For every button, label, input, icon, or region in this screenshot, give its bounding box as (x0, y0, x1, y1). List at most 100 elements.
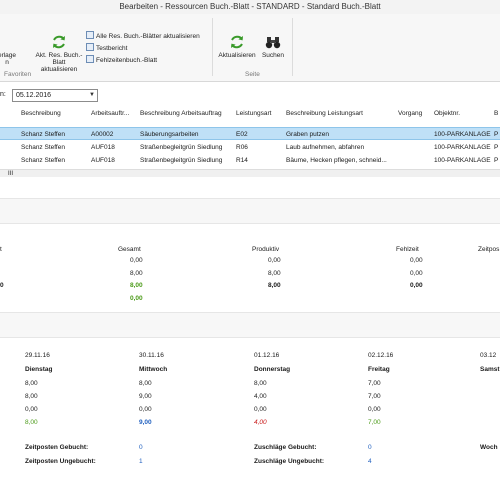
update-journal-label-1: Akt. Res. Buch.-Blatt (35, 52, 83, 66)
group-favorites-label: Favoriten (4, 71, 32, 78)
cell-description: Schanz Steffen (21, 144, 65, 151)
document-icon (86, 31, 94, 39)
day-value: 0,00 (25, 406, 38, 413)
report-icon (86, 43, 94, 51)
day-value: 9,00 (139, 393, 152, 400)
day-value: 0,00 (368, 406, 381, 413)
day-name: Freitag (368, 366, 390, 373)
grid-header: Beschreibung Arbeitsauftr... Beschreibun… (0, 106, 500, 126)
cell-work-type-desc: Bäume, Hecken pflegen, schneid... (286, 157, 387, 164)
update-all-label: Alle Res. Buch.-Blätter aktualisieren (96, 33, 200, 40)
summary-left-value: 0 (0, 282, 4, 289)
table-row[interactable]: Schanz Steffen AUF018 Straßenbegleitgrün… (0, 154, 500, 167)
section-band (0, 198, 500, 224)
fehlzeit-value: 0,00 (410, 270, 423, 277)
summary-header-gesamt: Gesamt (118, 246, 141, 253)
cell-work-type-desc: Laub aufnehmen, abfahren (286, 144, 365, 151)
test-report-button[interactable]: Testbericht (86, 43, 127, 53)
search-button[interactable]: Suchen (258, 34, 288, 59)
produktiv-value: 8,00 (268, 282, 281, 289)
refresh-icon (53, 35, 65, 49)
column-header[interactable]: Beschreibung (21, 110, 61, 117)
day-value: 7,00 (368, 419, 381, 426)
scrollbar-thumb[interactable]: III (8, 171, 14, 177)
binoculars-icon (265, 37, 281, 49)
journal-icon (86, 55, 94, 63)
absence-journal-button[interactable]: Fehlzeitenbuch.-Blatt (86, 55, 157, 65)
day-name: Mittwoch (139, 366, 168, 373)
stat-link-zeitposten-gebucht[interactable]: 0 (139, 444, 143, 451)
partial-ribbon-label: erlage (0, 52, 17, 59)
horizontal-scrollbar[interactable]: III (0, 169, 500, 177)
refresh-label: Aktualisieren (218, 52, 256, 59)
date-filter-bar: n: 05.12.2016 ▼ (0, 84, 500, 106)
column-header[interactable]: Objektnr. (434, 110, 461, 117)
stat-label: Zeitposten Gebucht: (25, 444, 89, 451)
day-value: 8,00 (25, 380, 38, 387)
gesamt-value: 0,00 (130, 295, 143, 302)
date-value: 05.12.2016 (16, 92, 52, 99)
stat-link-zuschlaege-ungebucht[interactable]: 4 (368, 458, 372, 465)
day-date: 29.11.16 (25, 352, 50, 359)
date-dropdown[interactable]: 05.12.2016 ▼ (12, 89, 98, 102)
cell-b: P (494, 157, 499, 164)
summary-left-header: t (0, 246, 2, 253)
partial-ribbon-button[interactable]: erlage n (0, 52, 18, 66)
cell-description: Schanz Steffen (21, 157, 65, 164)
cell-order-no: A00002 (91, 131, 114, 138)
stat-label: Zuschläge Ungebucht: (254, 458, 325, 465)
update-journal-label-2: aktualisieren (40, 66, 78, 73)
fehlzeit-value: 0,00 (410, 257, 423, 264)
summary-header-produktiv: Produktiv (252, 246, 280, 253)
day-value: 4,00 (254, 393, 267, 400)
day-name: Dienstag (25, 366, 53, 373)
window-title: Bearbeiten - Ressourcen Buch.-Blatt - ST… (0, 0, 500, 14)
cell-description: Schanz Steffen (21, 131, 65, 138)
cell-order-no: AUF018 (91, 144, 115, 151)
column-header[interactable]: B (494, 110, 499, 117)
stat-link-zuschlaege-gebucht[interactable]: 0 (368, 444, 372, 451)
column-header[interactable]: Arbeitsauftr... (91, 110, 130, 117)
summary-header-fehlzeit: Fehlzeit (396, 246, 419, 253)
table-row[interactable]: Schanz Steffen A00002 Säuberungsarbeiten… (0, 127, 500, 140)
day-date: 30.11.16 (139, 352, 164, 359)
cell-order-desc: Säuberungsarbeiten (140, 131, 199, 138)
day-name: Donnerstag (254, 366, 291, 373)
cell-order-desc: Straßenbegleitgrün Siedlung (140, 144, 223, 151)
day-value: 8,00 (139, 380, 152, 387)
day-value: 8,00 (25, 419, 38, 426)
day-value: 0,00 (254, 406, 267, 413)
refresh-icon (231, 35, 243, 49)
day-value: 8,00 (254, 380, 267, 387)
column-header[interactable]: Beschreibung Leistungsart (286, 110, 363, 117)
cell-work-type: R14 (236, 157, 248, 164)
test-report-label: Testbericht (96, 45, 128, 52)
group-separator (212, 18, 213, 76)
group-separator (292, 18, 293, 76)
update-all-journals-button[interactable]: Alle Res. Buch.-Blätter aktualisieren (86, 31, 200, 41)
day-value: 4,00 (254, 419, 267, 426)
cell-object-no: 100-PARKANLAGE (434, 144, 491, 151)
cell-b: P (494, 131, 499, 138)
cell-object-no: 100-PARKANLAGE (434, 157, 491, 164)
table-row[interactable]: Schanz Steffen AUF018 Straßenbegleitgrün… (0, 141, 500, 154)
ribbon: erlage n Akt. Res. Buch.-Blatt aktualisi… (0, 14, 500, 82)
partial-ribbon-label-2: n (5, 59, 9, 66)
day-date: 01.12.16 (254, 352, 280, 359)
cell-work-type: R06 (236, 144, 248, 151)
column-header[interactable]: Beschreibung Arbeitsauftrag (140, 110, 222, 117)
day-date: 02.12.16 (368, 352, 394, 359)
absence-journal-label: Fehlzeitenbuch.-Blatt (96, 57, 158, 64)
day-name: Samst (480, 366, 500, 373)
refresh-button[interactable]: Aktualisieren (214, 34, 260, 59)
day-date: 03.12 (480, 352, 497, 359)
gesamt-value: 8,00 (130, 282, 143, 289)
column-header[interactable]: Leistungsart (236, 110, 272, 117)
date-label: n: (0, 91, 6, 98)
column-header[interactable]: Vorgang (398, 110, 423, 117)
cell-work-type: E02 (236, 131, 248, 138)
cell-work-type-desc: Graben putzen (286, 131, 330, 138)
update-journal-button[interactable]: Akt. Res. Buch.-Blatt aktualisieren (30, 34, 88, 73)
stat-link-zeitposten-ungebucht[interactable]: 1 (139, 458, 143, 465)
fehlzeit-value: 0,00 (410, 282, 423, 289)
